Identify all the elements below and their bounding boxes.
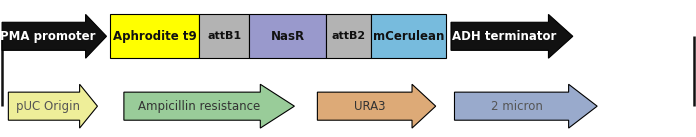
Polygon shape (124, 84, 294, 128)
Text: attB1: attB1 (207, 31, 242, 41)
Polygon shape (2, 14, 106, 58)
Bar (249, 14, 326, 58)
Bar (110, 14, 199, 58)
Bar (371, 14, 446, 58)
Text: pUC Origin: pUC Origin (15, 100, 79, 113)
Bar (199, 14, 249, 58)
Polygon shape (8, 84, 97, 128)
Text: ADH terminator: ADH terminator (452, 30, 557, 43)
Polygon shape (454, 84, 597, 128)
Polygon shape (317, 84, 436, 128)
Text: URA3: URA3 (354, 100, 385, 113)
Text: Aphrodite t9: Aphrodite t9 (113, 30, 196, 43)
Text: PMA promoter: PMA promoter (0, 30, 96, 43)
Text: mCerulean: mCerulean (373, 30, 444, 43)
Polygon shape (451, 14, 573, 58)
Bar (326, 14, 371, 58)
Text: 2 micron: 2 micron (491, 100, 543, 113)
Text: NasR: NasR (270, 30, 305, 43)
Text: Ampicillin resistance: Ampicillin resistance (138, 100, 260, 113)
Text: attB2: attB2 (331, 31, 365, 41)
